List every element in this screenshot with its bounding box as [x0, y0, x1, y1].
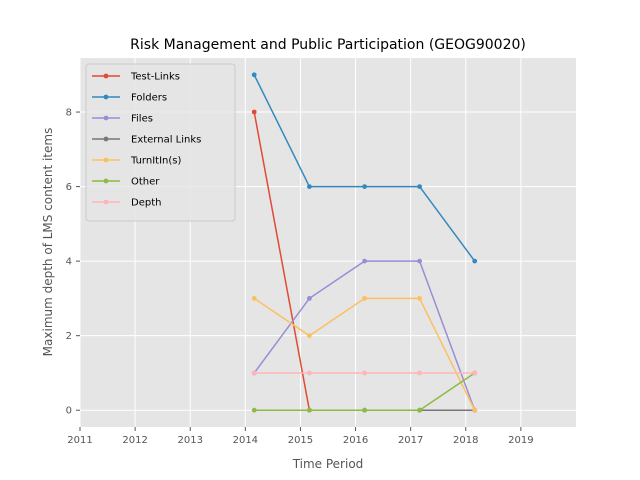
legend-label: Other [131, 177, 160, 188]
legend-swatch-marker [103, 73, 109, 79]
series-turnitin-s [251, 296, 478, 413]
x-tick-label: 2015 [288, 435, 313, 446]
y-tick-label: 4 [66, 257, 72, 268]
series-folders [251, 72, 478, 264]
legend-swatch-marker [103, 115, 109, 121]
legend-label: External Links [131, 135, 201, 146]
data-point [307, 296, 312, 301]
data-point [251, 109, 257, 115]
data-point [362, 258, 367, 264]
series-depth [251, 370, 478, 376]
x-tick-label: 2016 [343, 435, 368, 446]
legend-swatch-marker [103, 157, 109, 163]
data-point [307, 407, 312, 413]
data-point [251, 296, 257, 301]
legend-label: Test-Links [130, 72, 180, 83]
y-tick-label: 2 [66, 331, 72, 342]
x-tick-label: 2014 [233, 435, 258, 446]
data-point [417, 258, 422, 264]
series-other [251, 370, 478, 413]
legend-label: TurnItIn(s) [130, 156, 181, 167]
legend-swatch-marker [103, 199, 109, 205]
data-point [417, 370, 422, 376]
legend-swatch-marker [103, 94, 109, 100]
axis-ticks: 2011 2012 2013 2014 2015 2016 2017 2018 2019 0 2 4 6… [66, 108, 534, 446]
data-point [251, 370, 257, 376]
series-layer [251, 72, 478, 413]
x-axis-label: Time Period [292, 457, 364, 471]
series-line [253, 111, 311, 411]
x-tick-label: 2012 [122, 435, 147, 446]
x-tick-label: 2013 [177, 435, 202, 446]
legend-swatch-marker [103, 136, 109, 142]
legend-box [85, 63, 236, 222]
x-tick-label: 2018 [453, 435, 478, 446]
data-point [417, 407, 422, 413]
data-point [362, 296, 367, 301]
y-tick-label: 6 [66, 182, 72, 193]
y-tick-label: 8 [66, 108, 72, 119]
data-point [417, 184, 422, 190]
data-point [472, 258, 478, 264]
chart-title: Risk Management and Public Participation… [130, 37, 526, 53]
x-tick-label: 2019 [508, 435, 533, 446]
data-point [251, 72, 257, 78]
y-tick-label: 0 [66, 406, 72, 417]
legend-swatch-marker [103, 178, 109, 184]
data-point [307, 370, 312, 376]
data-point [362, 370, 367, 376]
y-axis-label: Maximum depth of LMS content items [41, 128, 55, 357]
legend-label: Files [131, 114, 153, 125]
x-tick-label: 2017 [398, 435, 423, 446]
x-tick-label: 2011 [67, 435, 92, 446]
data-point [307, 333, 312, 339]
data-point [362, 407, 367, 413]
data-point [417, 296, 422, 301]
data-point [307, 184, 312, 190]
data-point [362, 184, 367, 190]
data-point [472, 407, 478, 413]
legend: Test-Links Folders Files External Links Turn… [85, 63, 236, 222]
data-point [472, 370, 478, 376]
legend-label: Depth [131, 198, 161, 209]
legend-label: Folders [131, 93, 167, 104]
data-point [251, 407, 257, 413]
